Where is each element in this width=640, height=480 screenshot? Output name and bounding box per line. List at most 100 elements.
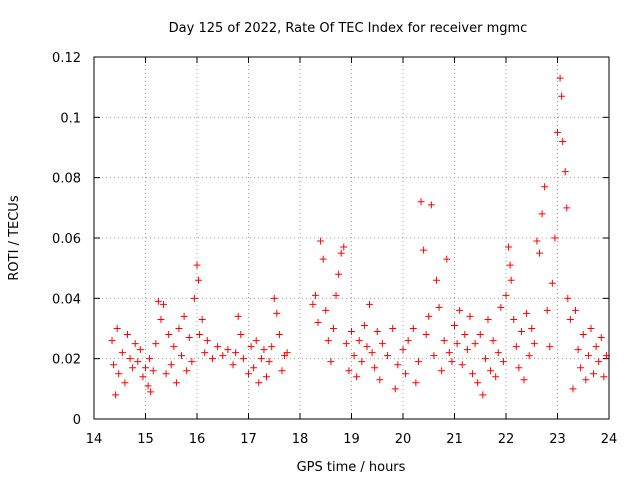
data-point — [118, 349, 126, 357]
data-point — [551, 234, 559, 242]
data-point — [342, 340, 350, 348]
data-point — [445, 349, 453, 357]
axis-ticks: 14 15 16 17 18 19 20 21 22 23 24 0 0.02 0.04 0.06 0.08 0… — [52, 51, 617, 447]
data-point — [600, 373, 608, 381]
data-point — [311, 291, 319, 299]
data-point — [353, 373, 361, 381]
x-tick-label: 21 — [446, 432, 463, 447]
data-point — [358, 358, 366, 366]
data-point — [317, 237, 325, 245]
data-point — [340, 243, 348, 251]
data-point — [494, 349, 502, 357]
data-point — [335, 270, 343, 278]
data-point — [378, 340, 386, 348]
data-point — [559, 137, 567, 145]
x-tick-label: 18 — [292, 432, 309, 447]
data-point — [178, 352, 186, 360]
data-point — [561, 168, 569, 176]
x-tick-label: 14 — [86, 432, 103, 447]
data-point — [510, 315, 518, 323]
data-point — [273, 309, 281, 317]
data-point — [417, 198, 425, 206]
data-point — [278, 367, 286, 375]
chart-title: Day 125 of 2022, Rate Of TEC Index for r… — [169, 21, 528, 36]
data-point — [546, 343, 554, 351]
x-tick-label: 17 — [240, 432, 257, 447]
y-tick-label: 0 — [73, 413, 81, 428]
y-tick-label: 0.1 — [60, 111, 81, 126]
data-point — [461, 331, 469, 339]
data-point — [193, 261, 201, 269]
data-point — [420, 246, 428, 254]
data-point — [471, 340, 479, 348]
data-point — [275, 331, 283, 339]
data-point — [115, 370, 123, 378]
data-point — [566, 315, 574, 323]
plot-frame — [93, 56, 610, 420]
data-point — [432, 276, 440, 284]
data-point — [595, 358, 603, 366]
data-point — [185, 334, 193, 342]
data-point — [314, 318, 322, 326]
data-point — [440, 337, 448, 345]
data-point — [263, 373, 271, 381]
data-point — [355, 337, 363, 345]
x-tick-label: 22 — [498, 432, 515, 447]
data-point — [458, 361, 466, 369]
data-point — [134, 358, 142, 366]
data-point — [129, 364, 137, 372]
data-point — [492, 373, 500, 381]
data-point — [322, 306, 330, 314]
data-point — [154, 297, 162, 305]
data-point — [554, 128, 561, 136]
y-tick-label: 0.04 — [52, 292, 81, 307]
x-tick-label: 23 — [549, 432, 566, 447]
data-point — [515, 364, 523, 372]
data-point — [564, 294, 572, 302]
data-point — [283, 349, 291, 357]
data-point — [543, 306, 551, 314]
data-point — [245, 370, 252, 378]
data-point — [414, 358, 422, 366]
data-point — [183, 367, 191, 375]
data-point — [502, 291, 510, 299]
data-point — [188, 358, 196, 366]
data-point — [456, 306, 464, 314]
data-point — [327, 358, 335, 366]
data-point — [270, 294, 278, 302]
data-point — [548, 279, 556, 287]
data-point — [149, 367, 157, 375]
data-point — [167, 361, 175, 369]
data-point — [453, 340, 461, 348]
data-point — [144, 382, 152, 390]
data-point — [201, 349, 209, 357]
data-point — [481, 355, 489, 363]
data-point — [126, 355, 134, 363]
data-point — [505, 243, 513, 251]
data-point — [203, 337, 211, 345]
data-point — [360, 321, 368, 329]
data-point — [350, 352, 358, 360]
data-points — [108, 74, 610, 399]
data-point — [523, 309, 531, 317]
data-point — [252, 337, 260, 345]
data-point — [113, 325, 121, 332]
data-point — [506, 261, 514, 269]
data-point — [530, 340, 538, 348]
x-tick-label: 15 — [137, 432, 154, 447]
data-point — [110, 361, 118, 369]
data-point — [587, 325, 595, 332]
data-point — [255, 379, 263, 387]
data-point — [229, 361, 237, 369]
data-point — [345, 367, 353, 375]
data-point — [147, 388, 155, 396]
data-point — [268, 343, 276, 351]
data-point — [214, 343, 222, 351]
gridlines — [94, 57, 609, 419]
y-tick-label: 0.08 — [52, 172, 81, 187]
data-point — [224, 346, 232, 354]
y-tick-label: 0.06 — [52, 232, 81, 247]
data-point — [384, 352, 392, 360]
y-tick-label: 0.02 — [52, 353, 81, 368]
data-point — [376, 376, 384, 384]
